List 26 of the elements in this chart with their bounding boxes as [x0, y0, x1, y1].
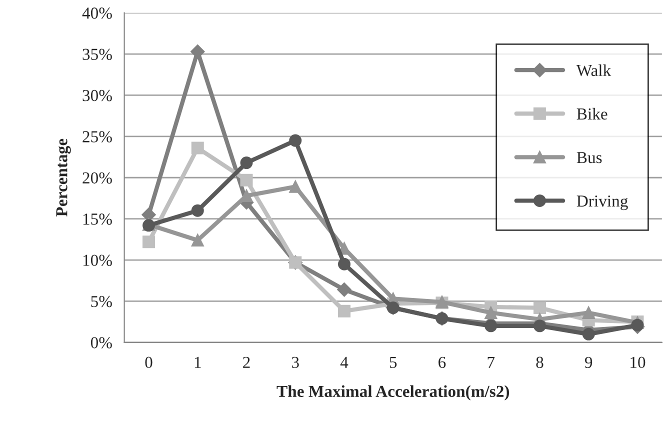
- y-tick-label: 40%: [82, 8, 112, 19]
- legend-label: Bike: [576, 108, 608, 120]
- y-tick-label: 0%: [90, 337, 112, 348]
- legend-label: Walk: [576, 64, 612, 76]
- x-tick-label: 3: [292, 356, 299, 368]
- x-tick-label: 6: [438, 356, 446, 368]
- x-tick-label: 0: [145, 356, 152, 368]
- legend-label: Driving: [576, 196, 628, 210]
- y-tick-label: 5%: [91, 296, 112, 308]
- y-tick-label: 10%: [83, 254, 112, 266]
- y-tick-label: 20%: [82, 172, 112, 184]
- x-tick-label: 10: [630, 356, 646, 368]
- x-axis-title: The Maximal Acceleration(m/s2): [276, 385, 510, 400]
- y-tick-label: 30%: [82, 90, 112, 102]
- y-tick-label: 25%: [82, 131, 112, 142]
- y-tick-label: 35%: [82, 48, 112, 60]
- x-tick-label: 9: [584, 356, 592, 368]
- x-tick-label: 8: [536, 356, 544, 368]
- x-tick-label: 7: [488, 356, 495, 368]
- y-tick-label: 15%: [83, 214, 112, 225]
- legend-label: Bus: [576, 152, 602, 164]
- x-tick-label: 5: [390, 356, 397, 368]
- y-axis-title: Percentage: [56, 138, 71, 217]
- x-tick-label: 4: [340, 356, 348, 368]
- x-tick-label: 1: [194, 356, 201, 368]
- x-tick-label: 2: [243, 356, 250, 368]
